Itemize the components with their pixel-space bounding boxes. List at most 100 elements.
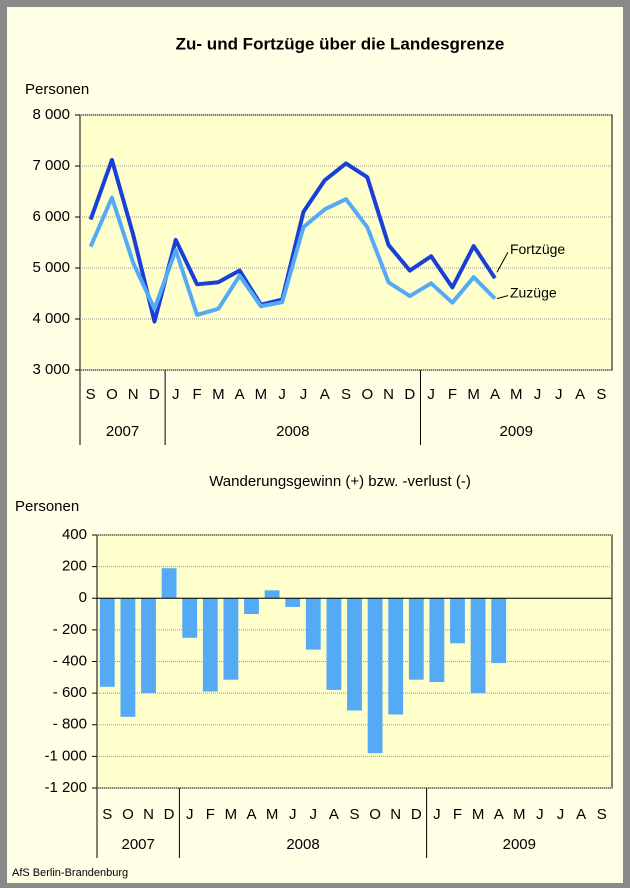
bar	[367, 598, 383, 754]
x-tick-label: J	[427, 386, 435, 403]
x-tick-label: M	[510, 386, 523, 403]
legend-leader	[496, 251, 509, 273]
group-label: 2007	[122, 836, 155, 853]
y-axis-label: Personen	[15, 498, 79, 515]
series-line	[88, 195, 497, 317]
bar	[491, 598, 507, 664]
group-label: 2009	[503, 836, 536, 853]
x-tick-label: A	[246, 806, 256, 823]
x-tick-label: N	[390, 806, 401, 823]
y-tick-label: -1 200	[44, 779, 87, 796]
x-tick-label: N	[383, 386, 394, 403]
x-tick-label: N	[143, 806, 154, 823]
x-tick-label: M	[467, 386, 480, 403]
x-tick-label: J	[433, 806, 441, 823]
bar	[244, 598, 259, 615]
x-tick-label: O	[361, 386, 373, 403]
x-tick-label: A	[494, 806, 504, 823]
x-tick-label: J	[172, 386, 180, 403]
y-tick-label: - 600	[53, 684, 87, 701]
x-tick-label: J	[300, 386, 308, 403]
plot-area	[79, 114, 613, 371]
series-line	[88, 157, 497, 324]
group-label: 2009	[500, 423, 533, 440]
x-tick-label: A	[490, 386, 500, 403]
bar	[202, 598, 218, 692]
bar	[120, 598, 136, 717]
bar	[264, 590, 280, 599]
bar	[408, 598, 424, 680]
x-tick-label: J	[534, 386, 542, 403]
y-tick-label: 8 000	[32, 106, 70, 123]
legend-label: Zuzüge	[510, 284, 557, 300]
x-tick-label: D	[149, 386, 160, 403]
x-tick-label: D	[404, 386, 415, 403]
x-tick-label: N	[128, 386, 139, 403]
y-axis-label: Personen	[25, 81, 89, 98]
group-label: 2007	[106, 423, 139, 440]
bar	[223, 598, 239, 680]
source: AfS Berlin-Brandenburg	[12, 867, 128, 879]
y-tick-label: 7 000	[32, 157, 70, 174]
x-tick-label: J	[557, 806, 565, 823]
bar	[141, 598, 156, 694]
x-tick-label: S	[86, 386, 96, 403]
bar	[347, 598, 362, 711]
x-tick-label: D	[164, 806, 175, 823]
bar	[450, 598, 465, 644]
x-tick-label: S	[349, 806, 359, 823]
bar	[326, 598, 342, 690]
chart-title: Zu- und Fortzüge über die Landesgrenze	[176, 34, 505, 53]
x-tick-label: D	[411, 806, 422, 823]
x-tick-label: J	[289, 806, 297, 823]
x-tick-label: A	[576, 806, 586, 823]
x-tick-label: J	[186, 806, 194, 823]
x-tick-label: M	[513, 806, 526, 823]
x-tick-label: M	[255, 386, 268, 403]
x-tick-label: A	[320, 386, 330, 403]
y-tick-label: - 200	[53, 621, 87, 638]
y-tick-label: 400	[62, 526, 87, 543]
x-tick-label: F	[448, 386, 457, 403]
x-tick-label: M	[212, 386, 225, 403]
y-tick-label: - 400	[53, 652, 87, 669]
group-label: 2008	[286, 836, 319, 853]
x-tick-label: A	[575, 386, 585, 403]
bar	[99, 598, 115, 687]
x-tick-label: J	[555, 386, 563, 403]
y-tick-label: 5 000	[32, 259, 70, 276]
x-tick-label: F	[192, 386, 201, 403]
x-tick-label: J	[278, 386, 286, 403]
x-tick-label: A	[235, 386, 245, 403]
y-tick-label: 4 000	[32, 310, 70, 327]
x-tick-label: S	[596, 386, 606, 403]
y-tick-label: 6 000	[32, 208, 70, 225]
x-tick-label: M	[266, 806, 279, 823]
y-tick-label: 0	[79, 589, 87, 606]
bar	[429, 598, 445, 683]
y-tick-label: 3 000	[32, 361, 70, 378]
x-tick-label: S	[102, 806, 112, 823]
y-tick-label: 200	[62, 558, 87, 575]
bar	[388, 598, 404, 715]
y-tick-label: - 800	[53, 716, 87, 733]
x-tick-label: F	[206, 806, 215, 823]
chart-title: Wanderungsgewinn (+) bzw. -verlust (-)	[209, 473, 471, 490]
x-tick-label: S	[597, 806, 607, 823]
x-tick-label: F	[453, 806, 462, 823]
x-tick-label: J	[310, 806, 318, 823]
x-tick-label: O	[106, 386, 118, 403]
bar	[182, 598, 198, 638]
bar	[285, 598, 301, 607]
x-tick-label: O	[369, 806, 381, 823]
x-tick-label: J	[536, 806, 544, 823]
bar	[470, 598, 486, 694]
y-tick-label: -1 000	[44, 747, 87, 764]
x-tick-label: S	[341, 386, 351, 403]
x-tick-label: O	[122, 806, 134, 823]
legend-label: Fortzüge	[510, 241, 565, 257]
x-tick-label: A	[329, 806, 339, 823]
bar	[161, 568, 177, 599]
